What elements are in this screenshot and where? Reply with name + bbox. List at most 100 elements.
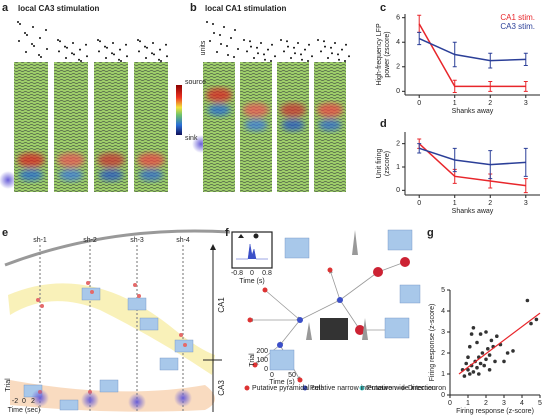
tick-label: 0: [22, 398, 26, 405]
tick-label: 0: [250, 270, 254, 277]
y-tick-label: 2: [396, 64, 400, 71]
panel-label: e: [2, 227, 8, 239]
spike-dot: [212, 23, 214, 25]
y-axis-label: power (zscore): [384, 31, 391, 77]
spike-dot: [166, 55, 168, 58]
shank-label: sh-3: [130, 237, 144, 244]
blob: [207, 104, 231, 116]
legend-label: Direction: [408, 385, 436, 392]
tick-label: 50: [288, 372, 296, 379]
region-label: CA1: [217, 297, 226, 313]
error-bar: [523, 81, 528, 92]
shank-label: sh-4: [176, 237, 190, 244]
y-tick-label: 0: [396, 88, 400, 95]
spike-dot: [256, 46, 258, 49]
spike-dot: [219, 34, 221, 36]
spike-dot: [271, 43, 273, 46]
tick-label: 100: [256, 357, 268, 364]
spike-dot: [334, 42, 336, 44]
point: [475, 340, 479, 345]
spike-dot: [209, 40, 211, 42]
csd-blobs: [17, 153, 45, 181]
x-tick-label: 3: [502, 400, 506, 407]
point: [478, 361, 483, 366]
spike-dot: [33, 45, 35, 47]
spike-dot: [57, 39, 59, 41]
spike-dot: [151, 52, 153, 55]
panel-label: b: [190, 2, 197, 14]
spike-dot: [72, 42, 74, 44]
y-tick-label: 3: [441, 329, 445, 336]
spike-dot: [25, 51, 27, 53]
spike-dot: [331, 52, 333, 55]
spike-dot: [19, 23, 21, 25]
blob: [318, 119, 342, 131]
tick-label: 0.8: [262, 270, 272, 277]
spike-dot: [280, 39, 282, 41]
spike-dot: [253, 57, 255, 59]
spike-dot: [104, 45, 106, 48]
spike-dot: [160, 60, 162, 62]
spike-dot: [64, 45, 66, 48]
spike-dot: [304, 48, 306, 51]
spike-dot: [317, 39, 319, 41]
tick-label: 0: [270, 372, 274, 379]
point: [466, 368, 470, 372]
y-axis-label: Firing response (z-score): [429, 304, 436, 382]
error-bar: [488, 81, 493, 92]
spike-dot: [158, 58, 160, 61]
spike-dot: [113, 53, 115, 56]
y-tick-label: 0: [441, 392, 445, 399]
point: [480, 351, 485, 355]
blob: [206, 88, 232, 102]
point: [478, 332, 483, 336]
spike-dot: [18, 40, 20, 42]
spike-dot: [59, 40, 61, 43]
point: [464, 361, 469, 366]
spike-dot: [249, 40, 251, 43]
legend-label: CA3 stim.: [500, 22, 535, 31]
series-line: [418, 37, 526, 62]
spike-dot: [58, 50, 60, 53]
blob: [280, 103, 306, 117]
y-tick-label: 2: [441, 350, 445, 357]
spike-dot: [40, 56, 42, 58]
point: [505, 351, 510, 355]
point: [487, 368, 492, 372]
blob: [139, 169, 163, 181]
spike-dot: [66, 46, 68, 49]
point: [529, 321, 533, 326]
spike-dot: [293, 46, 295, 49]
spike-dot: [125, 43, 127, 46]
y-tick-label: 4: [441, 308, 445, 315]
point: [486, 347, 490, 351]
ccg-rasters: [269, 229, 421, 371]
spike-dot: [139, 40, 141, 43]
tick-label: 200: [256, 348, 268, 355]
spike-dot: [300, 53, 302, 56]
spike-dot: [270, 60, 272, 62]
units-label: units: [200, 40, 207, 55]
error-bar: [452, 79, 457, 94]
spike-dot: [227, 54, 229, 56]
ca1-band: [8, 283, 215, 375]
spike-dot: [348, 55, 350, 58]
blob: [137, 153, 165, 167]
point: [462, 374, 467, 378]
blob: [19, 169, 43, 181]
csd-blobs: [317, 103, 343, 131]
spike-dot: [112, 42, 114, 44]
legend-label: Putative narrow interneuron: [310, 385, 396, 392]
spike-dot: [119, 48, 121, 51]
spike-dot: [138, 50, 140, 53]
icon: [238, 234, 244, 238]
ccg-hists: [300, 230, 375, 340]
fit-line: [458, 312, 541, 375]
spike-dot: [233, 56, 235, 58]
x-tick-label: 3: [524, 200, 528, 207]
spike-dot: [105, 57, 107, 59]
y-axis-label: Unit firing: [376, 149, 383, 179]
x-tick-label: 0: [417, 200, 421, 207]
spike-dot: [86, 55, 88, 58]
spike-dot: [106, 46, 108, 49]
